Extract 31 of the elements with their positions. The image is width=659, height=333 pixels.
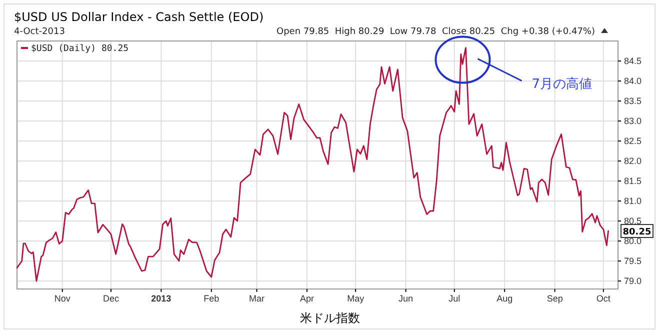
y-tick-label: 83.0 xyxy=(624,116,642,126)
x-tick-label: 2013 xyxy=(151,293,172,304)
y-tick-label: 79.0 xyxy=(624,276,642,286)
x-tick-label: Jun xyxy=(398,293,414,304)
y-tick-label: 82.5 xyxy=(624,136,642,146)
x-tick-label: Jul xyxy=(448,293,460,304)
x-tick-label: Aug xyxy=(496,293,513,304)
x-tick-label: Apr xyxy=(300,293,314,304)
y-tick-label: 79.5 xyxy=(624,256,642,266)
chart-subtitle: 4-Oct-2013 xyxy=(14,27,65,37)
chart-title: $USD US Dollar Index - Cash Settle (EOD) xyxy=(14,10,264,24)
legend-label: $USD (Daily) 80.25 xyxy=(31,44,129,54)
x-tick-label: Dec xyxy=(102,293,120,304)
x-axis-title: 米ドル指数 xyxy=(300,311,360,325)
y-tick-label: 80.0 xyxy=(624,236,642,246)
x-tick-label: May xyxy=(347,293,365,304)
x-tick-label: Oct xyxy=(596,293,611,304)
y-tick-label: 84.5 xyxy=(624,56,642,66)
x-tick-label: Mar xyxy=(249,293,265,304)
x-tick-label: Nov xyxy=(54,293,71,304)
x-tick-label: Feb xyxy=(204,293,220,304)
y-tick-label: 82.0 xyxy=(624,156,642,166)
y-tick-label: 81.0 xyxy=(624,196,642,206)
text: Open 79.85 High 80.29 Low 79.78 Close 80.25 Chg +0.38 (+0.47%) xyxy=(276,27,595,37)
y-tick-label: 80.5 xyxy=(624,216,642,226)
x-tick-label: Sep xyxy=(546,293,563,304)
annotation: 7月の高値 xyxy=(532,76,592,92)
annotation: 80.25 xyxy=(622,228,652,238)
y-tick-label: 81.5 xyxy=(624,176,642,186)
y-tick-label: 84.0 xyxy=(624,76,642,86)
y-tick-label: 83.5 xyxy=(624,96,642,106)
